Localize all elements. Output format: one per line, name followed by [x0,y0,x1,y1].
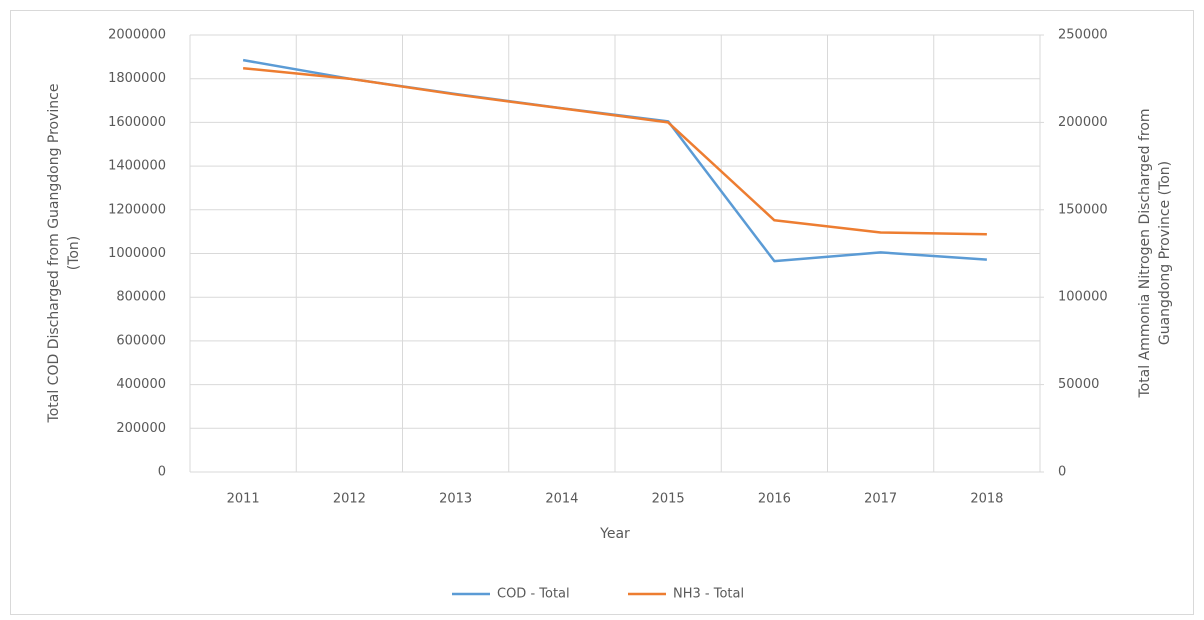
y-axis-title: Total COD Discharged from Guangdong Prov… [46,84,62,424]
y-tick-label: 2000000 [108,28,166,43]
x-tick-label: 2015 [652,492,685,507]
x-tick-label: 2018 [970,492,1003,507]
legend-label: NH3 - Total [673,587,744,602]
x-tick-label: 2013 [439,492,472,507]
y-tick-label: 1400000 [108,159,166,174]
x-tick-label: 2017 [864,492,897,507]
y2-tick-label: 250000 [1058,28,1108,43]
x-tick-label: 2011 [227,492,260,507]
y2-axis-title: Total Ammonia Nitrogen Discharged from [1137,108,1153,398]
y-tick-label: 1600000 [108,115,166,130]
x-tick-label: 2014 [545,492,578,507]
y-tick-label: 1800000 [108,71,166,86]
x-tick-label: 2016 [758,492,791,507]
chart-border [10,10,1194,615]
y2-tick-label: 200000 [1058,115,1108,130]
y2-tick-label: 150000 [1058,202,1108,217]
x-tick-label: 2012 [333,492,366,507]
y2-tick-label: 100000 [1058,290,1108,305]
legend-label: COD - Total [497,587,570,602]
y2-tick-label: 50000 [1058,377,1099,392]
y-tick-label: 1200000 [108,202,166,217]
y2-tick-label: 0 [1058,465,1066,480]
y2-axis-title: Guangdong Province (Ton) [1157,161,1173,345]
x-axis-title: Year [599,526,630,542]
y-tick-label: 1000000 [108,246,166,261]
y-axis-title: (Ton) [66,236,82,271]
y-tick-label: 0 [158,465,166,480]
y-tick-label: 200000 [116,421,166,436]
y-tick-label: 600000 [116,333,166,348]
y-tick-label: 400000 [116,377,166,392]
y-tick-label: 800000 [116,290,166,305]
series-line [243,66,987,236]
